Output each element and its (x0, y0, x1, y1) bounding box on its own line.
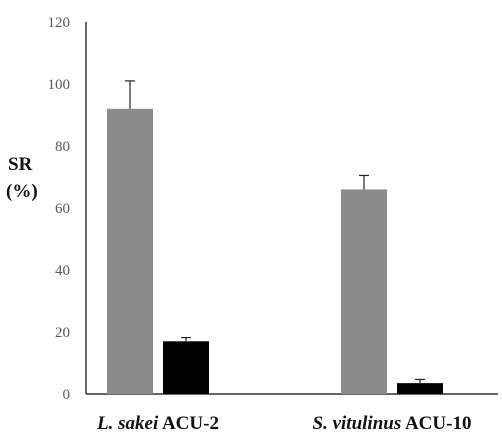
y-tick-label: 80 (55, 139, 70, 155)
category-2-plain: ACU-10 (401, 413, 471, 434)
bar (397, 383, 443, 394)
y-tick-label: 40 (55, 263, 70, 279)
category-label-2: S. vitulinus ACU-10 (313, 413, 472, 434)
category-2-italic: S. vitulinus (313, 413, 402, 434)
y-tick-label: 0 (63, 387, 71, 403)
category-1-italic: L. sakei (96, 413, 159, 434)
y-axis-label-line2: (%) (6, 181, 38, 202)
bar (341, 189, 387, 394)
bar (163, 341, 209, 394)
category-label-1: L. sakei ACU-2 (96, 413, 219, 434)
y-axis-ticks: 0 20 40 60 80 100 120 (48, 15, 71, 403)
bars (107, 108, 443, 395)
bar (107, 108, 153, 395)
y-tick-label: 120 (48, 15, 71, 31)
y-tick-label: 20 (55, 325, 70, 341)
y-tick-label: 60 (55, 201, 70, 217)
y-axis-label-line1: SR (8, 154, 33, 175)
category-1-plain: ACU-2 (158, 413, 219, 434)
y-tick-label: 100 (48, 77, 71, 93)
error-bars (125, 80, 425, 384)
